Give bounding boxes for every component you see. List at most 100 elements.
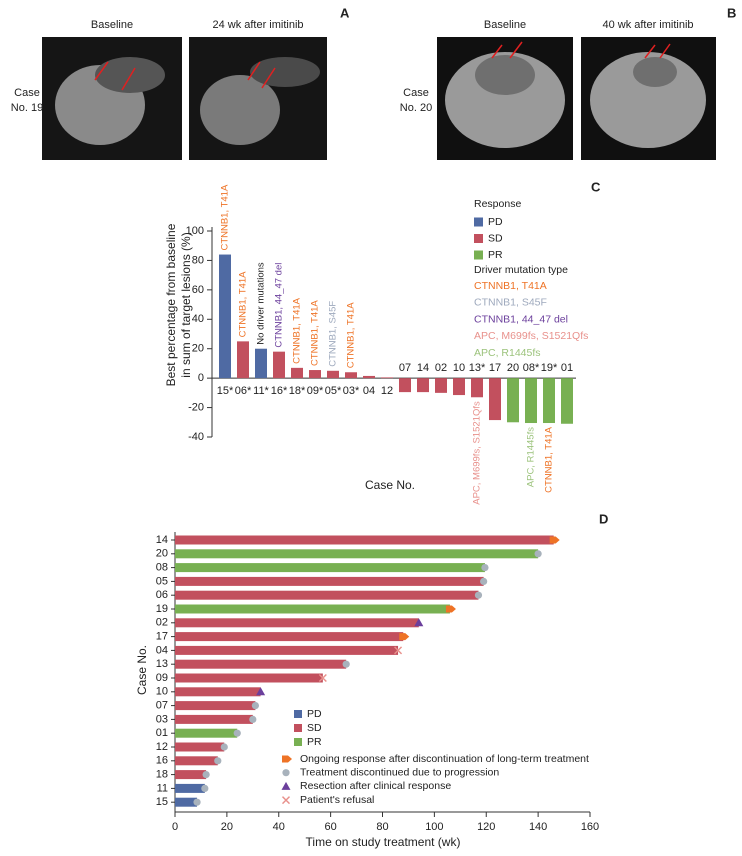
bar [543,378,555,424]
legend-symbol [282,755,292,763]
legend-swatch [474,234,483,243]
panel-label: D [599,511,608,526]
x-tick-label: 20 [507,362,519,374]
x-tick-label: 11* [253,385,269,397]
legend-label: CTNNB1, T41A [474,280,547,292]
event-marker [342,660,350,668]
image-title: Baseline [484,19,526,31]
image-title: Baseline [91,19,133,31]
bar [237,341,249,379]
bar [489,378,501,421]
event-marker [481,564,489,572]
bar [175,535,554,545]
x-tick-label: 80 [376,821,388,833]
bar [175,590,479,600]
x-tick-label: 02 [435,362,447,374]
y-tick-label: 60 [192,284,204,296]
bar [175,783,205,793]
event-marker [414,618,424,627]
legend-swatch [474,250,483,260]
x-tick-label: 13* [469,362,486,374]
bar [363,375,375,379]
legend-title: Driver mutation type [474,264,568,276]
case-label: No. 19 [11,102,43,114]
y-tick-label: 01 [156,727,168,739]
x-tick-label: 17 [489,362,501,374]
x-tick-label: 19* [541,362,558,374]
legend-label: CTNNB1, 44_47 del [474,313,568,325]
bar [175,549,539,559]
legend-label: PD [307,708,322,720]
legend-label: PR [488,249,503,261]
x-tick-label: 14 [417,362,429,374]
y-tick-label: 80 [192,254,204,266]
y-tick-label: 07 [156,700,168,712]
event-marker [394,646,403,655]
bar [175,742,225,752]
y-axis-label: Case No. [135,645,149,695]
event-marker [474,591,483,599]
y-tick-label: -20 [188,401,204,413]
bar [471,378,483,398]
image-a1 [42,37,182,160]
panel-label: B [727,5,736,20]
panel-label: C [591,179,601,194]
legend-label: CTNNB1, S45F [474,297,547,309]
mutation-label: CTNNB1, T41A [310,300,321,366]
event-marker [214,757,222,765]
bar [561,378,573,424]
x-tick-label: 08* [523,362,540,374]
x-tick-label: 09* [307,385,324,397]
event-marker [256,687,266,696]
event-marker [399,633,410,641]
x-tick-label: 03* [343,385,360,397]
bar [309,370,321,379]
case-label: No. 20 [400,102,432,114]
bar [175,770,207,780]
bar [175,714,253,724]
y-tick-label: 20 [192,343,204,355]
x-tick-label: 0 [172,821,178,833]
x-tick-label: 100 [425,821,443,833]
bar [435,378,447,393]
mutation-label: CTNNB1, T41A [238,271,249,337]
bar [345,372,357,379]
mutation-label: CTNNB1, T41A [220,184,231,250]
y-tick-label: 19 [156,603,168,615]
bar [175,618,419,628]
bar [175,756,218,766]
bar [175,728,238,738]
y-tick-label: 05 [156,575,168,587]
y-tick-label: 03 [156,713,168,725]
mutation-label: APC, R1445fs [526,427,537,487]
legend-label: Treatment discontinued due to progressio… [300,766,499,778]
y-tick-label: 17 [156,631,168,643]
legend-swatch [294,724,302,732]
x-axis-label: Case No. [365,478,415,492]
x-tick-label: 06* [235,385,252,397]
x-tick-label: 40 [273,821,285,833]
bar [175,659,347,669]
y-tick-label: 06 [156,589,168,601]
y-tick-label: 20 [156,548,168,560]
x-tick-label: 140 [529,821,547,833]
bar [399,378,411,393]
legend-label: APC, R1445fs [474,347,541,359]
bar [417,378,429,393]
image-a2 [189,37,327,160]
y-tick-label: 100 [186,225,204,237]
event-marker [534,550,542,558]
event-marker [193,798,201,806]
mutation-label: No driver mutations [256,262,267,345]
bar [175,645,399,655]
x-tick-label: 10 [453,362,465,374]
x-tick-label: 120 [477,821,495,833]
case-label: Case [14,87,40,99]
event-marker [249,715,257,724]
y-tick-label: 09 [156,672,168,684]
event-marker [480,577,488,586]
legend-label: Patient's refusal [300,794,374,806]
bar [175,632,404,642]
x-tick-label: 01 [561,362,573,374]
x-tick-label: 07 [399,362,411,374]
